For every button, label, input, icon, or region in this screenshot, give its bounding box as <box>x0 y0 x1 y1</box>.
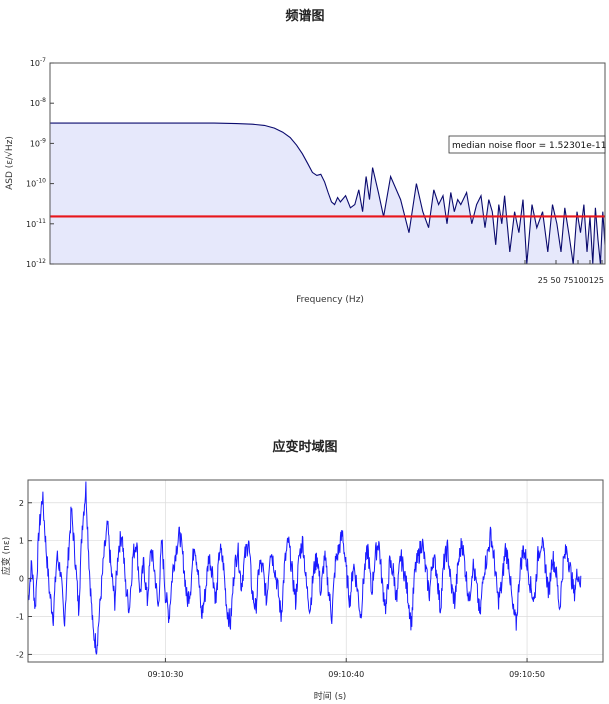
time-domain-x-ticks: 09:10:30 09:10:40 09:10:50 <box>147 658 545 679</box>
spectrum-y-tick-exponent: -10 <box>36 178 46 185</box>
spectrum-x-tick-label: 25 <box>538 276 548 285</box>
spectrum-y-tick-label: 10-8 <box>30 97 46 108</box>
spectrum-y-ticks: 10-7 10-8 10-9 10-10 10-11 10-12 <box>26 57 54 269</box>
spectrum-y-tick-exponent: -8 <box>40 97 46 104</box>
spectrum-y-tick-exponent: -12 <box>36 258 46 265</box>
time-domain-x-axis-label: 时间 (s) <box>314 690 347 702</box>
time-domain-grid <box>28 480 603 662</box>
spectrum-line-path <box>50 122 606 265</box>
spectrum-chart: 频谱图 ASD (ε/√Hz) Frequency (Hz) 10-710-81… <box>4 8 607 305</box>
spectrum-y-tick-exponent: -7 <box>40 57 46 64</box>
spectrum-x-tick-label-row: 25 50 75100125 <box>538 276 604 285</box>
spectrum-fill-area <box>50 123 605 264</box>
time-domain-y-tick-label: 0 <box>19 575 24 584</box>
spectrum-y-tick-label: 10-11 <box>26 218 46 229</box>
spectrum-series-line <box>50 122 606 265</box>
time-domain-y-ticks: 2 1 0 -1 -2 <box>16 499 32 659</box>
spectrum-x-axis-label: Frequency (Hz) <box>296 295 364 305</box>
spectrum-x-tick-label: 75 <box>561 276 574 285</box>
spectrum-title: 频谱图 <box>285 8 324 24</box>
time-domain-y-tick-label: -2 <box>16 650 24 659</box>
spectrum-y-tick-label: 10-12 <box>26 258 46 269</box>
time-domain-y-tick-label: 1 <box>19 537 24 546</box>
strain-line-path <box>27 481 582 656</box>
time-domain-x-tick-label: 09:10:30 <box>147 670 183 679</box>
spectrum-y-tick-exponent: -11 <box>36 218 46 225</box>
spectrum-x-tick-label: 100 <box>573 276 588 285</box>
spectrum-y-axis-label: ASD (ε/√Hz) <box>4 136 15 190</box>
time-domain-plot-frame <box>27 479 604 663</box>
spectrum-y-tick-label: 10-7 <box>30 57 46 68</box>
spectrum-area-fill <box>50 123 605 264</box>
spectrum-x-tick-label: 50 <box>548 276 561 285</box>
spectrum-y-tick-label: 10-10 <box>26 178 46 189</box>
time-domain-x-tick-label: 09:10:40 <box>328 670 364 679</box>
spectrum-plot-frame <box>49 62 606 265</box>
spectrum-y-tick-label: 10-9 <box>30 137 46 148</box>
time-domain-y-tick-label: -1 <box>16 613 24 622</box>
noise-floor-annotation: median noise floor = 1.52301e-11 <box>448 135 607 154</box>
annotation-text: median noise floor = 1.52301e-11 <box>452 141 607 151</box>
time-domain-x-tick-label: 09:10:50 <box>509 670 545 679</box>
spectrum-y-tick-exponent: -9 <box>40 137 46 144</box>
time-domain-chart: 应变时域图 应变 (nε) 时间 (s) 210-1-2 09:10:30 09:… <box>0 439 604 702</box>
spectrum-x-ticks: 25 50 75100125 <box>524 260 604 285</box>
spectrum-x-tick-label: 125 <box>589 276 604 285</box>
time-domain-y-tick-label: 2 <box>19 499 24 508</box>
annotation-box <box>448 135 606 154</box>
time-domain-y-axis-label: 应变 (nε) <box>0 537 12 575</box>
time-domain-series-line <box>27 481 582 656</box>
time-domain-title: 应变时域图 <box>272 439 337 455</box>
